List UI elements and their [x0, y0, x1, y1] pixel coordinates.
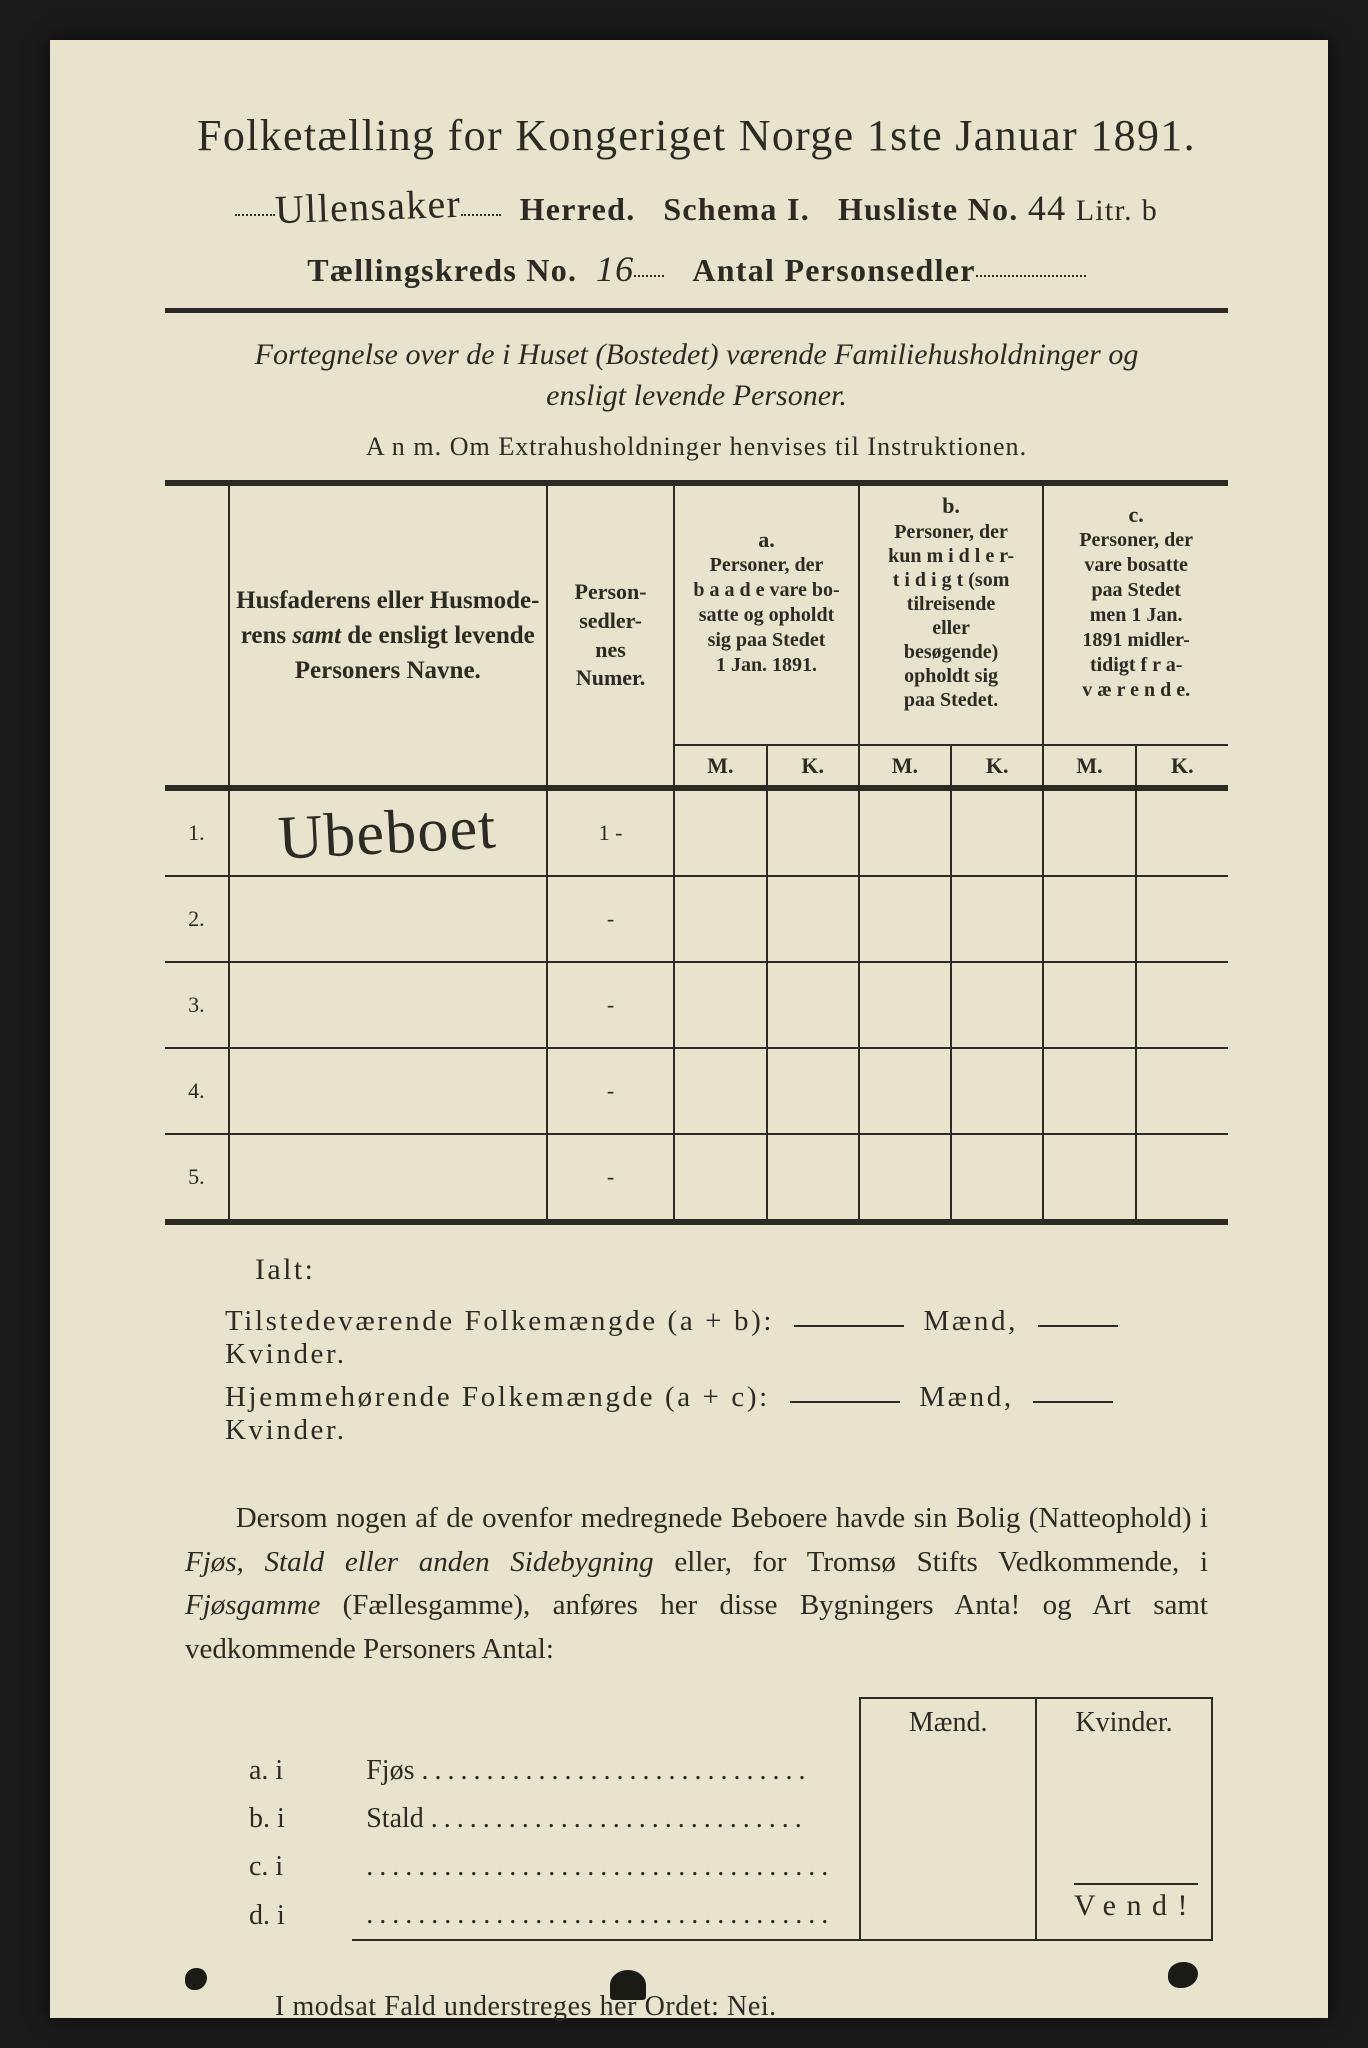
col-a-header: a. Personer, derb a a d e vare bo-satte … [674, 483, 859, 718]
ink-blot-icon [610, 1970, 646, 2000]
small-m-header: Mænd. [860, 1698, 1036, 1747]
fortegnelse-heading: Fortegnelse over de i Huset (Bostedet) v… [225, 335, 1168, 416]
row1-name-cell: Ubeboet [229, 788, 547, 876]
col-b-k: K. [951, 745, 1043, 789]
household-table: Husfaderens eller Husmode-rens samt de e… [165, 480, 1228, 1225]
small-row: a. i Fjøs .............................. [235, 1747, 1212, 1795]
col-c-header: c. Personer, dervare bosattepaa Stedetme… [1043, 483, 1228, 718]
table-row: 2. - [165, 876, 1228, 962]
census-form-page: Folketælling for Kongeriget Norge 1ste J… [50, 40, 1328, 2018]
col-c-k: K. [1136, 745, 1228, 789]
col-b-header: b. Personer, derkun m i d l e r-t i d i … [859, 483, 1044, 718]
folkemaengde-line-2: Hjemmehørende Folkemængde (a + c): Mænd,… [225, 1381, 1228, 1447]
col-a-m: M. [674, 745, 766, 789]
sidebuilding-paragraph: Dersom nogen af de ovenfor medregnede Be… [185, 1497, 1208, 1671]
table-row: 1. Ubeboet 1 - [165, 788, 1228, 876]
husliste-litr-hw: Litr. b [1076, 194, 1158, 227]
table-row: 4. - [165, 1048, 1228, 1134]
ialt-heading: Ialt: [255, 1253, 1228, 1287]
ink-blot-icon [1168, 1962, 1198, 1988]
antal-label: Antal Personsedler [692, 252, 975, 288]
col-b-m: M. [859, 745, 951, 789]
col-c-m: M. [1043, 745, 1135, 789]
husliste-label: Husliste No. [838, 191, 1019, 227]
folkemaengde-line-1: Tilstedeværende Folkemængde (a + b): Mæn… [225, 1305, 1228, 1371]
ink-blot-icon [185, 1968, 207, 1990]
col-names-header: Husfaderens eller Husmode-rens samt de e… [229, 483, 547, 788]
header-rule [165, 308, 1228, 313]
tallingskreds-label: Tællingskreds No. [307, 252, 577, 288]
page-title: Folketælling for Kongeriget Norge 1ste J… [165, 110, 1228, 161]
vend-footer: Vend! [1074, 1883, 1198, 1923]
col-a-k: K. [767, 745, 859, 789]
small-row: c. i ...................................… [235, 1843, 1212, 1891]
small-row: d. i ...................................… [235, 1891, 1212, 1940]
header-line-3: Tællingskreds No. 16 Antal Personsedler [165, 248, 1228, 290]
husliste-no-hw: 44 [1028, 188, 1067, 228]
table-row: 3. - [165, 962, 1228, 1048]
table-row: 5. - [165, 1134, 1228, 1222]
anm-note: A n m. Om Extrahusholdninger henvises ti… [165, 432, 1228, 462]
small-row: b. i Stald ............................. [235, 1795, 1212, 1843]
col-personsedler-header: Person-sedler-nesNumer. [547, 483, 674, 788]
schema-label: Schema I. [663, 191, 810, 227]
sidebuilding-table: Mænd. Kvinder. a. i Fjøs ...............… [235, 1697, 1213, 1941]
kreds-no-hw: 16 [596, 249, 635, 289]
herred-handwritten: Ullensaker [274, 180, 462, 233]
small-k-header: Kvinder. [1036, 1698, 1212, 1747]
modsat-line: I modsat Fald understreges her Ordet: Ne… [275, 1991, 1228, 2023]
herred-label: Herred. [520, 191, 636, 227]
header-line-2: Ullensaker Herred. Schema I. Husliste No… [165, 183, 1228, 230]
